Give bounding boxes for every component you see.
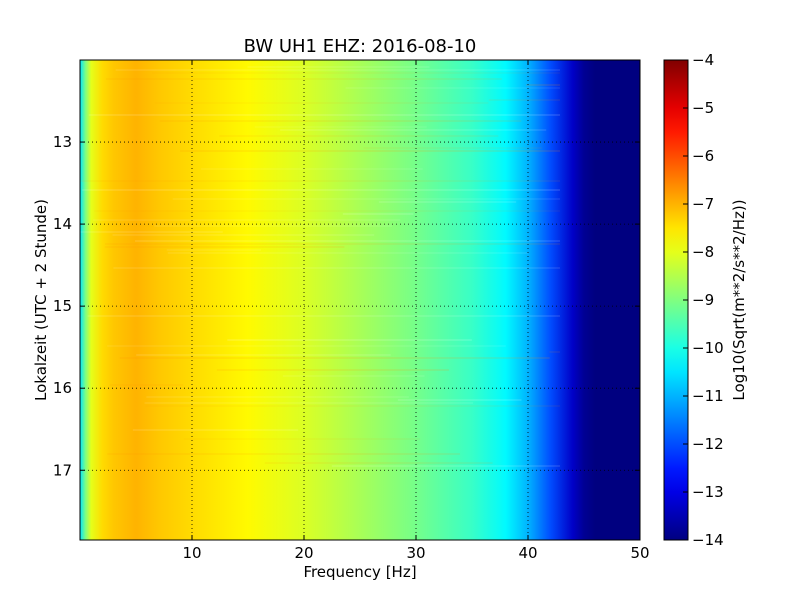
colorbar-tick-label: −10 xyxy=(692,339,724,357)
colorbar-tick-label: −14 xyxy=(692,531,724,549)
y-tick-label: 17 xyxy=(53,461,72,479)
colorbar-tick-label: −11 xyxy=(692,387,724,405)
spectrogram-texture xyxy=(80,60,640,540)
colorbar-ticks: −4 −5 −6 −7 −8 −9 −10 −11 −12 −13 −14 xyxy=(683,51,724,549)
colorbar-label: Log10(Sqrt(m**2/s**2/Hz)) xyxy=(730,199,748,400)
grid-lines xyxy=(80,60,640,540)
x-tick-label: 10 xyxy=(182,544,201,562)
x-tick-label: 50 xyxy=(630,544,649,562)
colorbar-tick-label: −13 xyxy=(692,483,724,501)
colorbar: −4 −5 −6 −7 −8 −9 −10 −11 −12 −13 −14 xyxy=(663,51,724,549)
plot-area: 10 20 30 40 50 13 14 15 16 17 xyxy=(53,59,650,562)
x-tick-label: 40 xyxy=(518,544,537,562)
colorbar-tick-label: −6 xyxy=(692,147,714,165)
y-tick-label: 13 xyxy=(53,133,72,151)
y-tick-label: 16 xyxy=(53,379,72,397)
x-axis-label: Frequency [Hz] xyxy=(303,563,416,581)
y-axis-ticks: 13 14 15 16 17 xyxy=(53,133,640,479)
y-axis-label: Lokalzeit (UTC + 2 Stunde) xyxy=(32,199,50,401)
colorbar-tick-label: −8 xyxy=(692,243,714,261)
y-tick-label: 15 xyxy=(53,297,72,315)
colorbar-tick-label: −4 xyxy=(692,51,714,69)
colorbar-tick-label: −9 xyxy=(692,291,714,309)
y-tick-label: 14 xyxy=(53,215,72,233)
x-tick-label: 20 xyxy=(294,544,313,562)
colorbar-tick-label: −5 xyxy=(692,99,714,117)
chart-title: BW UH1 EHZ: 2016-08-10 xyxy=(244,36,477,57)
plot-frame xyxy=(79,59,641,541)
colorbar-tick-label: −7 xyxy=(692,195,714,213)
colorbar-tick-label: −12 xyxy=(692,435,724,453)
x-tick-label: 30 xyxy=(406,544,425,562)
x-axis-ticks: 10 20 30 40 50 xyxy=(182,60,650,562)
